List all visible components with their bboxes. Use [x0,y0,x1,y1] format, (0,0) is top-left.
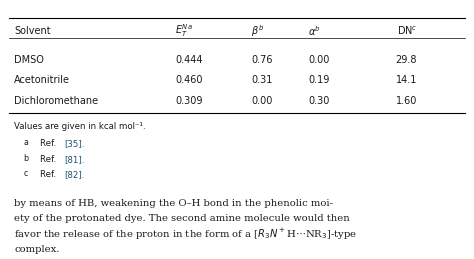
Text: c: c [24,169,28,178]
Text: 1.60: 1.60 [396,96,417,106]
Text: [82].: [82]. [64,170,85,179]
Text: $\mathrm{DN}^c$: $\mathrm{DN}^c$ [397,25,417,37]
Text: Dichloromethane: Dichloromethane [14,96,98,106]
Text: b: b [24,154,29,163]
Text: Acetonitrile: Acetonitrile [14,75,70,85]
Text: [81].: [81]. [64,155,85,164]
Text: 0.30: 0.30 [308,96,329,106]
Text: ety of the protonated dye. The second amine molecule would then: ety of the protonated dye. The second am… [14,214,350,223]
Text: Ref.: Ref. [40,170,59,179]
Text: $\beta^b$: $\beta^b$ [251,23,264,39]
Text: [35].: [35]. [64,139,85,148]
Text: a: a [24,138,28,147]
Text: complex.: complex. [14,245,60,254]
Text: DMSO: DMSO [14,55,44,64]
Text: favor the release of the proton in the form of a [$R_3N^+$H$\cdots$NR$_3$]-type: favor the release of the proton in the f… [14,227,357,242]
Text: 0.00: 0.00 [251,96,273,106]
Text: Ref.: Ref. [40,139,59,148]
Text: $E_T^{Na}$: $E_T^{Na}$ [175,23,193,39]
Text: $\alpha^b$: $\alpha^b$ [308,24,321,38]
Text: 0.309: 0.309 [175,96,203,106]
Text: 0.31: 0.31 [251,75,273,85]
Text: Solvent: Solvent [14,26,51,36]
Text: 0.00: 0.00 [308,55,329,64]
Text: 29.8: 29.8 [396,55,417,64]
Text: Ref.: Ref. [40,155,59,164]
Text: 0.444: 0.444 [175,55,203,64]
Text: 0.76: 0.76 [251,55,273,64]
Text: 0.19: 0.19 [308,75,329,85]
Text: by means of HB, weakening the O–H bond in the phenolic moi-: by means of HB, weakening the O–H bond i… [14,199,333,208]
Text: 14.1: 14.1 [396,75,417,85]
Text: 0.460: 0.460 [175,75,203,85]
Text: Values are given in kcal mol⁻¹.: Values are given in kcal mol⁻¹. [14,123,146,131]
